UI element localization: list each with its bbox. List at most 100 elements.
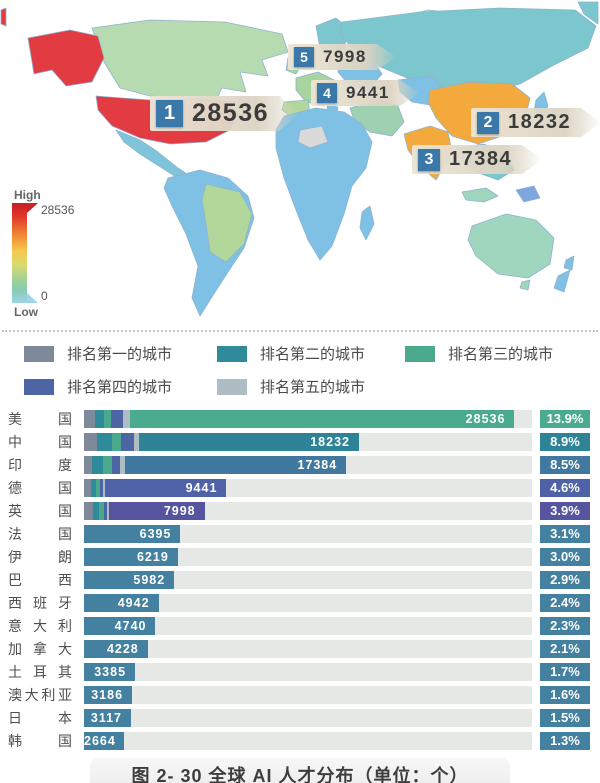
figure-caption: 图 2- 30 全球 AI 人才分布（单位：个） [90,758,510,783]
country-label: 巴西 [8,572,72,588]
legend-swatch [217,345,247,362]
region-madagascar [359,205,375,241]
bar-value: 2664 [84,734,116,748]
country-label: 印度 [8,457,72,473]
country-label: 澳大利亚 [8,687,72,703]
legend-item: 排名第一的城市 [24,343,217,364]
legend-item: 排名第五的城市 [217,376,405,397]
percent-badge: 13.9% [540,410,590,428]
callout-value: 7998 [323,47,367,66]
legend-swatch [217,378,247,395]
region-brazil [201,183,253,263]
city-segment-rank1 [84,433,97,451]
bar: 7998 [84,502,205,520]
rank-badge: 2 [477,112,499,134]
colorbar-gradient [12,203,38,303]
country-label: 日本 [8,710,72,726]
legend-label: 排名第五的城市 [260,379,366,396]
city-segment-rank4 [100,479,103,497]
bar-track: 2664 [84,732,532,750]
legend-label: 排名第四的城市 [67,379,173,396]
country-label: 英国 [8,503,72,519]
bar-row: 澳大利亚 3186 1.6% [8,686,590,704]
bar-track: 17384 [84,456,532,474]
bar-value: 7998 [163,504,196,518]
bar-row: 印度 17384 8.5% [8,456,590,474]
legend-item: 排名第四的城市 [24,376,217,397]
bar-row: 西班牙 4942 2.4% [8,594,590,612]
country-label: 中国 [8,434,72,450]
percent-badge: 1.6% [540,686,590,704]
bar-track: 6219 [84,548,532,566]
bar-track: 3385 [84,663,532,681]
bar-value: 18232 [310,435,350,449]
city-segment-rank3 [112,433,121,451]
bar-track: 7998 [84,502,532,520]
bar: 4942 [84,594,159,612]
bar-row: 德国 9441 4.6% [8,479,590,497]
percent-badge: 4.6% [540,479,590,497]
percent-badge: 3.1% [540,525,590,543]
legend-item: 排名第二的城市 [217,343,405,364]
country-label: 韩国 [8,733,72,749]
bar-value: 17384 [297,458,338,472]
bar-track: 6395 [84,525,532,543]
colorbar-min-marker-icon [27,293,38,303]
city-segment-rank2 [92,456,103,474]
region-russia-east-sliver [577,1,599,25]
bar-value: 6219 [136,550,169,564]
bar-row: 伊朗 6219 3.0% [8,548,590,566]
bar-track: 4740 [84,617,532,635]
region-sahara-patch [297,125,329,149]
city-segment-rank1 [84,456,92,474]
percent-badge: 1.5% [540,709,590,727]
city-segment-rank1 [84,502,93,520]
bar-value: 3385 [94,665,127,679]
city-segment-rank2 [91,479,96,497]
colorbar-max-marker-icon [27,203,38,213]
percent-badge: 2.1% [540,640,590,658]
caption-strip: 图 2- 30 全球 AI 人才分布（单位：个） [0,758,600,783]
city-segment-rank5 [123,410,130,428]
bar-rows: 美国 28536 13.9% 中国 18232 8.9% 印度 17384 8.5% 德国 9441… [8,410,590,750]
percent-badge: 3.9% [540,502,590,520]
bar: 18232 [84,433,359,451]
rank-badge: 3 [418,149,440,171]
bar: 9441 [84,479,227,497]
bar: 3385 [84,663,136,681]
legend-label: 排名第二的城市 [260,346,366,363]
map-callout-rank2: 2 18232 [471,108,600,137]
map-callout-rank1: 1 28536 [150,96,299,131]
bar-track: 5982 [84,571,532,589]
country-label: 伊朗 [8,549,72,565]
bar-value: 4942 [117,596,150,610]
bar-track: 9441 [84,479,532,497]
bar-chart: 美国 28536 13.9% 中国 18232 8.9% 印度 17384 8.5% 德国 9441… [0,406,600,750]
percent-badge: 2.4% [540,594,590,612]
legend-swatch [24,345,54,362]
city-segment-rank3 [99,502,104,520]
legend-label: 排名第一的城市 [67,346,173,363]
bar-row: 韩国 2664 1.3% [8,732,590,750]
city-segment-rank3 [96,479,100,497]
percent-badge: 8.5% [540,456,590,474]
bar-track: 4942 [84,594,532,612]
region-new-guinea [515,185,541,203]
bar-value: 4228 [106,642,139,656]
region-canada [91,19,289,105]
bar-track: 28536 [84,410,532,428]
percent-badge: 3.0% [540,548,590,566]
legend-item: 排名第三的城市 [405,343,600,364]
dotted-divider [2,330,598,332]
colorbar-low-label: Low [14,305,38,319]
map-callout-rank3: 3 17384 [412,145,542,174]
country-label: 德国 [8,480,72,496]
city-segment-rank3 [103,456,112,474]
map-callout-rank4: 4 9441 [311,80,420,106]
city-segment-rank2 [97,433,112,451]
colorbar-high-label: High [14,188,41,202]
bar: 6219 [84,548,178,566]
bar-row: 意大利 4740 2.3% [8,617,590,635]
rank-badge: 5 [294,47,314,67]
